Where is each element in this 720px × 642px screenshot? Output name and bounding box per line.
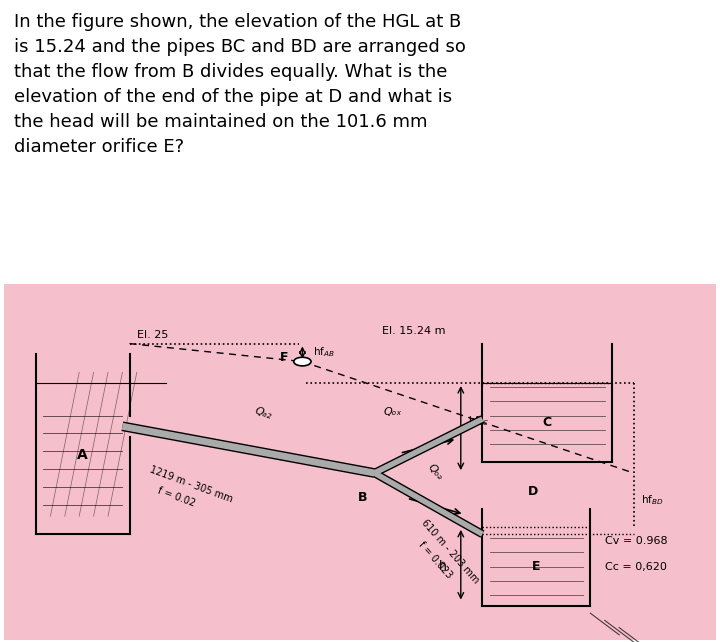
Text: In the figure shown, the elevation of the HGL at B
is 15.24 and the pipes BC and: In the figure shown, the elevation of th… [14,13,467,156]
Text: f = 0.02: f = 0.02 [156,485,197,508]
Text: Qₒₔ: Qₒₔ [426,462,445,482]
Text: F: F [279,351,288,365]
Text: Cc = 0,620: Cc = 0,620 [605,562,667,571]
Text: Qₒₓ: Qₒₓ [383,407,402,417]
Text: D: D [528,485,538,498]
Text: El. 15.24 m: El. 15.24 m [382,326,445,336]
Text: B: B [358,491,367,504]
Text: h: h [438,560,446,573]
Circle shape [294,357,311,366]
Text: hf$_{AB}$: hf$_{AB}$ [313,345,335,360]
FancyBboxPatch shape [4,284,716,640]
Text: Qₐ₂: Qₐ₂ [253,405,273,421]
Text: hf$_{BC}$: hf$_{BC}$ [468,414,489,428]
Text: Cv = 0.968: Cv = 0.968 [605,536,667,546]
Text: C: C [543,416,552,429]
Text: A: A [78,448,88,462]
Text: hf$_{BD}$: hf$_{BD}$ [641,493,663,507]
Text: El. 25: El. 25 [137,330,168,340]
Text: 1219 m - 305 mm: 1219 m - 305 mm [148,464,233,504]
Text: E: E [532,560,541,573]
Text: 610 m - 203 mm: 610 m - 203 mm [419,518,481,586]
Text: f = 0.023: f = 0.023 [417,539,454,580]
